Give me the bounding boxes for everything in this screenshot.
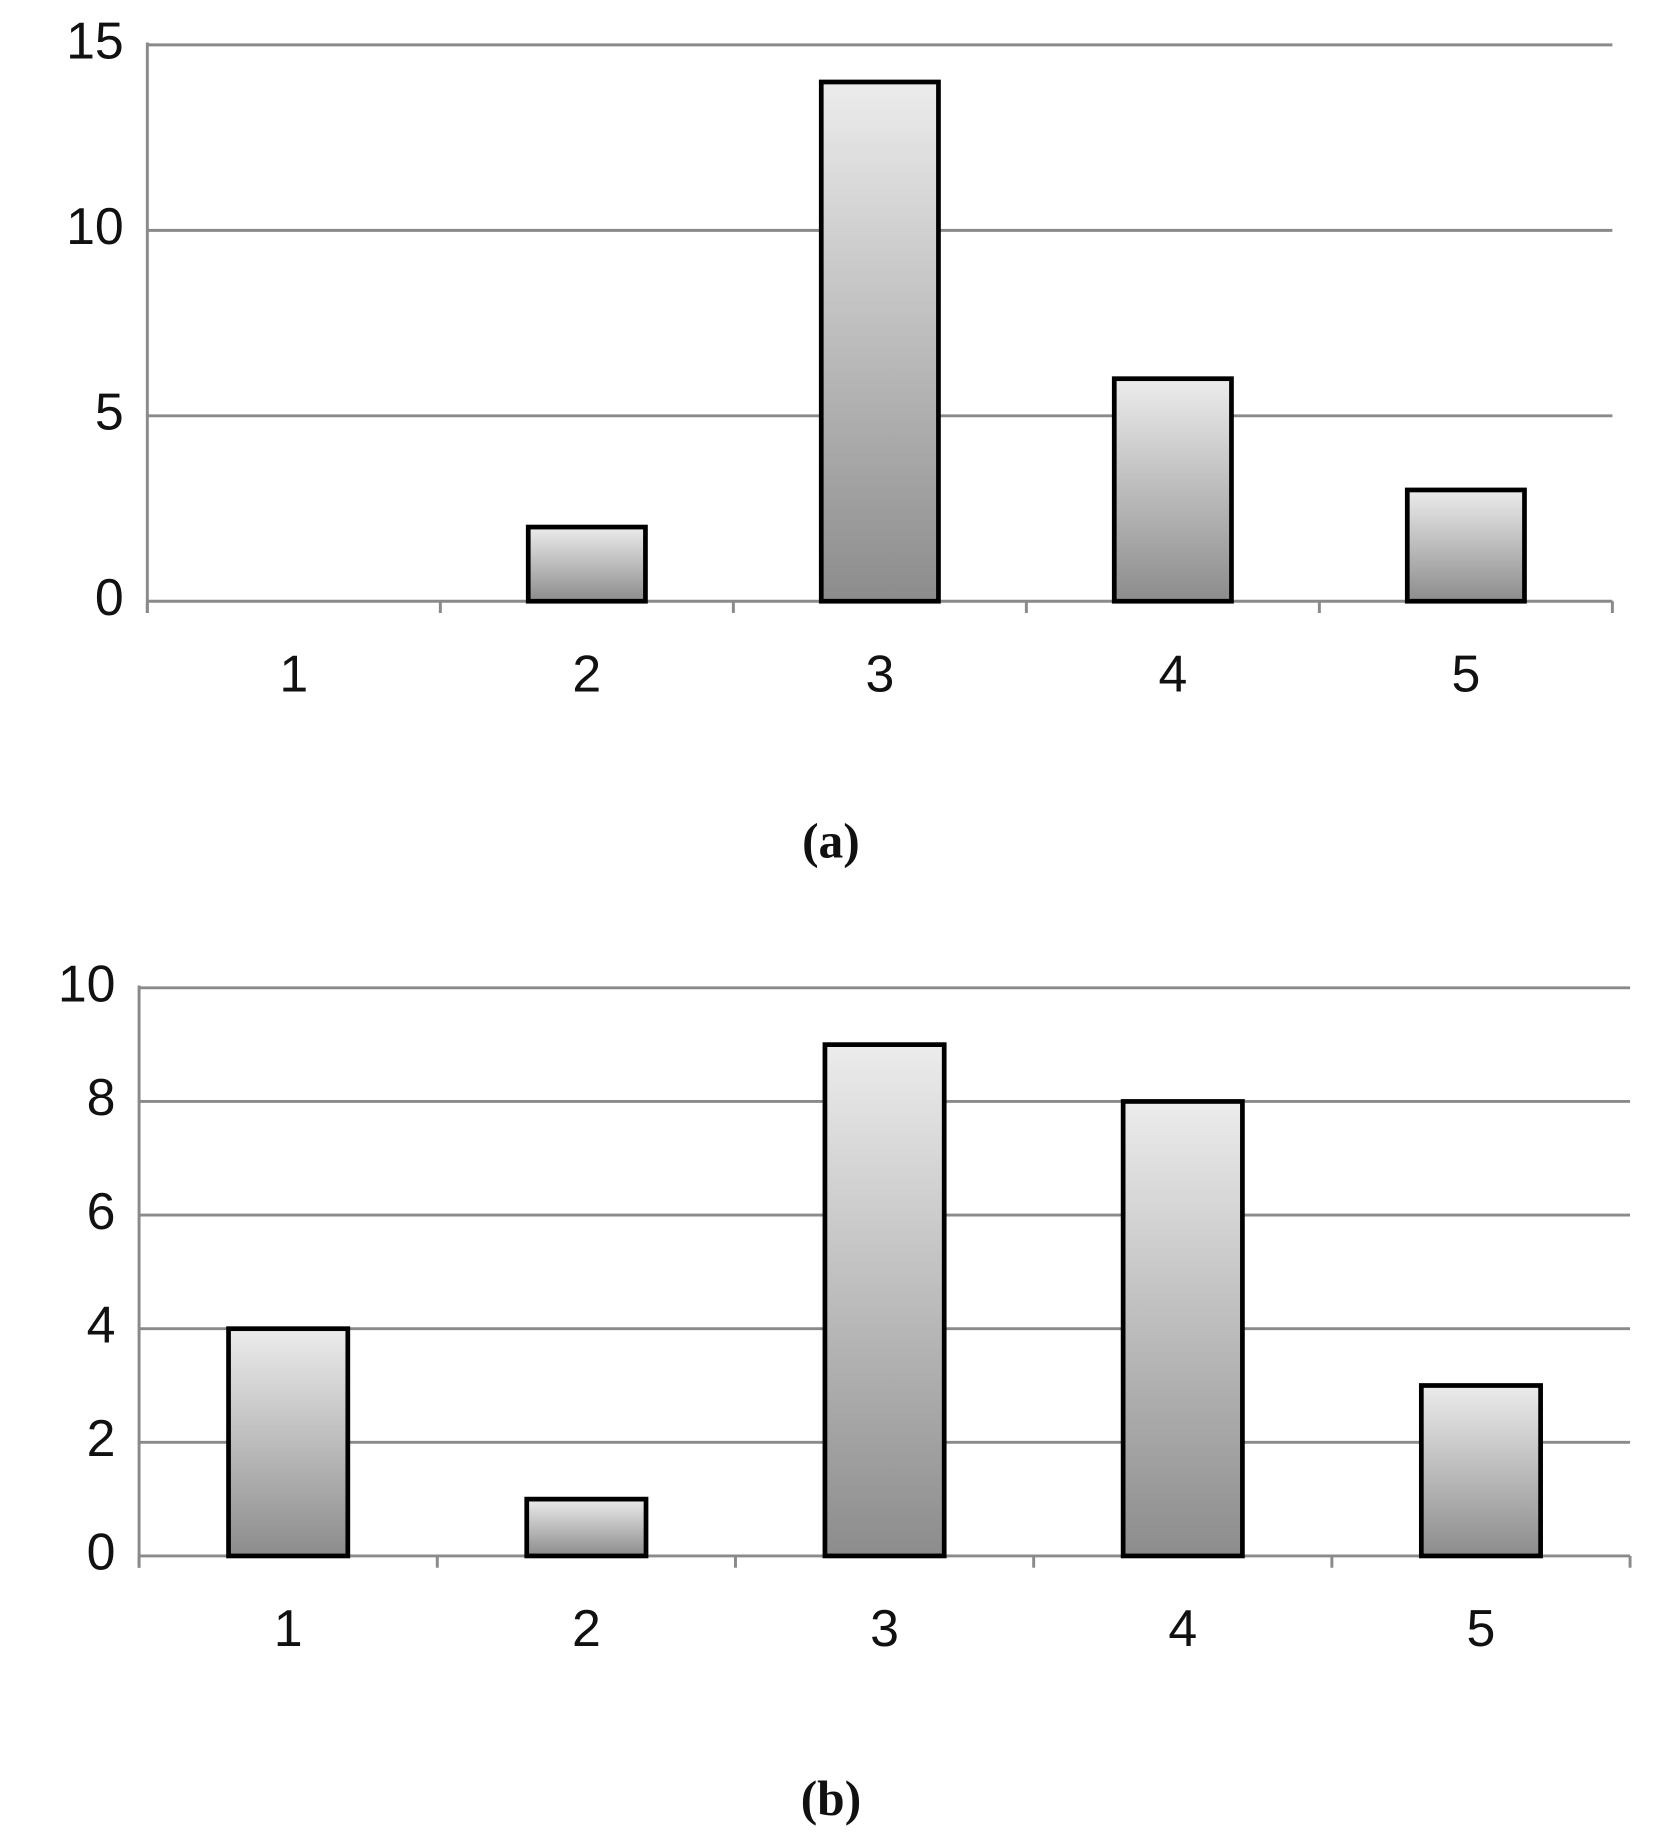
caption: (b)	[801, 1771, 862, 1826]
bar	[1418, 1383, 1543, 1559]
x-tick-label: 5	[1451, 645, 1480, 703]
y-tick-label: 2	[87, 1409, 116, 1467]
caption: (a)	[802, 814, 860, 869]
y-tick-label: 15	[66, 12, 124, 70]
bar	[1111, 376, 1234, 604]
bar	[818, 79, 941, 604]
x-tick-label: 3	[870, 1599, 899, 1657]
x-tick-label: 2	[572, 645, 601, 703]
bar	[822, 1042, 947, 1559]
y-tick-label: 0	[95, 568, 124, 626]
y-tick-label: 10	[66, 197, 124, 255]
y-tick-label: 4	[87, 1295, 116, 1353]
bar	[525, 524, 648, 604]
x-tick-label: 4	[1158, 645, 1187, 703]
x-tick-label: 5	[1467, 1599, 1496, 1657]
bar	[1120, 1099, 1245, 1559]
y-tick-label: 5	[95, 382, 124, 440]
y-tick-label: 6	[87, 1182, 116, 1240]
y-tick-label: 0	[87, 1523, 116, 1581]
bar	[524, 1496, 649, 1559]
x-tick-label: 1	[274, 1599, 303, 1657]
x-tick-label: 2	[572, 1599, 601, 1657]
x-tick-label: 3	[865, 645, 894, 703]
bar	[226, 1326, 351, 1559]
x-tick-label: 4	[1168, 1599, 1197, 1657]
y-tick-label: 10	[58, 955, 116, 1013]
bar	[1404, 487, 1527, 604]
y-tick-label: 8	[87, 1068, 116, 1126]
x-tick-label: 1	[279, 645, 308, 703]
